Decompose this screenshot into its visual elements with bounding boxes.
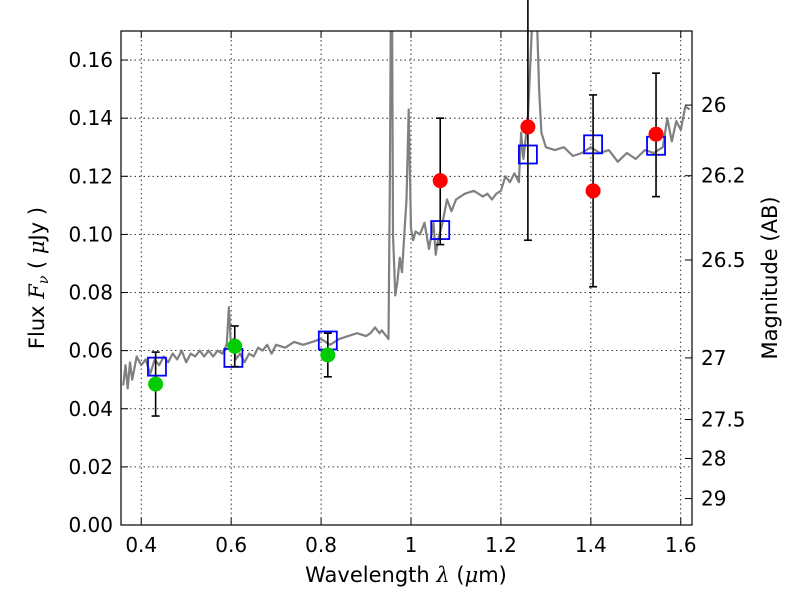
photometry-point — [148, 376, 164, 392]
y-tick-label: 0.16 — [68, 48, 113, 72]
photometry-point — [648, 126, 664, 142]
x-tick-label: 1.2 — [485, 533, 517, 557]
x-tick-label: 1.4 — [575, 533, 607, 557]
x-tick-label: 1 — [405, 533, 418, 557]
y-tick-label: 0.08 — [68, 281, 113, 305]
plot-area — [122, 31, 691, 390]
y2-axis-title: Magnitude (AB) — [758, 196, 782, 359]
x-tick-label: 0.4 — [125, 533, 157, 557]
y-tick-label: 0.04 — [68, 397, 113, 421]
x-axis-title: Wavelength λ (μm) — [305, 563, 507, 587]
photometry-point — [227, 338, 243, 354]
y2-tick-label: 26.2 — [701, 164, 746, 188]
y2-tick-label: 29 — [701, 487, 726, 511]
data-markers — [147, 0, 666, 417]
photometry-point — [520, 119, 536, 135]
y2-tick-label: 27 — [701, 346, 726, 370]
y2-tick-label: 28 — [701, 446, 726, 470]
y-tick-label: 0.12 — [68, 164, 113, 188]
photometry-point — [432, 173, 448, 189]
y2-tick-label: 26.5 — [701, 248, 746, 272]
spectrum-line — [122, 31, 691, 390]
model-photometry-square — [147, 356, 167, 377]
x-tick-label: 0.6 — [215, 533, 247, 557]
y-tick-label: 0.14 — [68, 106, 113, 130]
y-tick-label: 0.06 — [68, 339, 113, 363]
y-tick-label: 0.02 — [68, 455, 113, 479]
grid-lines — [121, 31, 692, 526]
y2-tick-label: 27.5 — [701, 408, 746, 432]
plot-frame — [120, 30, 693, 526]
axis-ticks: 0.4 0.6 0.8 1 1.2 1.4 1.6 0.00 0.02 0.04 0.06 0.08 0… — [68, 31, 746, 557]
photometry-point — [320, 347, 336, 363]
y-tick-label: 0.00 — [68, 513, 113, 537]
photometry-point — [585, 183, 601, 199]
y2-tick-label: 26 — [701, 93, 726, 117]
x-tick-label: 0.8 — [305, 533, 337, 557]
y-tick-label: 0.10 — [68, 222, 113, 246]
y-axis-title: Flux Fν ( μJy ) — [25, 207, 52, 349]
x-tick-label: 1.6 — [665, 533, 697, 557]
